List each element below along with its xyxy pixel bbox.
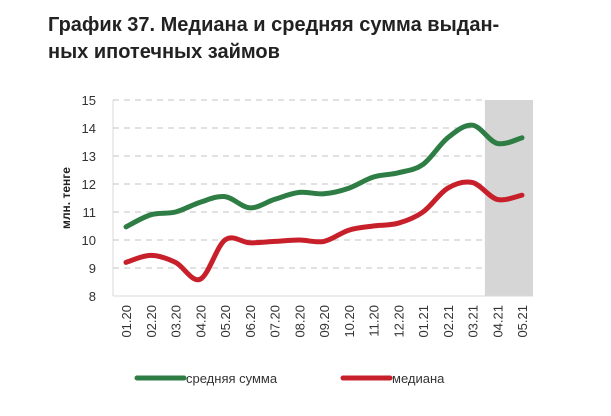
x-tick-label: 03.21 bbox=[466, 305, 481, 338]
y-tick-label: 9 bbox=[89, 261, 96, 276]
y-tick-label: 12 bbox=[82, 177, 96, 192]
x-tick-label: 05.21 bbox=[515, 305, 530, 338]
x-tick-label: 06.20 bbox=[243, 305, 258, 338]
y-tick-label: 14 bbox=[82, 121, 96, 136]
chart-title-line-1: График 37. Медиана и средняя сумма выдан… bbox=[48, 14, 500, 36]
x-tick-label: 04.20 bbox=[193, 305, 208, 338]
x-tick-label: 07.20 bbox=[268, 305, 283, 338]
x-tick-label: 04.21 bbox=[490, 305, 505, 338]
y-tick-label: 10 bbox=[82, 233, 96, 248]
x-tick-label: 08.20 bbox=[292, 305, 307, 338]
x-tick-label: 10.20 bbox=[342, 305, 357, 338]
chart-title-line-2: ных ипотечных займов bbox=[48, 41, 280, 63]
y-tick-label: 8 bbox=[89, 289, 96, 304]
x-tick-label: 05.20 bbox=[218, 305, 233, 338]
legend-label: медиана bbox=[392, 371, 445, 386]
x-tick-label: 03.20 bbox=[169, 305, 184, 338]
chart-title: График 37. Медиана и средняя сумма выдан… bbox=[48, 12, 568, 66]
x-tick-label: 01.20 bbox=[119, 305, 134, 338]
y-axis-label: млн. тенге bbox=[59, 167, 73, 229]
legend-label: средняя сумма bbox=[186, 371, 278, 386]
x-tick-label: 11.20 bbox=[367, 305, 382, 337]
x-tick-label: 09.20 bbox=[317, 305, 332, 338]
series-line-median bbox=[123, 179, 525, 283]
x-tick-label: 02.21 bbox=[441, 305, 456, 338]
x-tick-label: 12.20 bbox=[391, 305, 406, 338]
x-tick-label: 01.21 bbox=[416, 305, 431, 338]
y-tick-label: 15 bbox=[82, 93, 96, 108]
x-tick-label: 02.20 bbox=[144, 305, 159, 338]
y-tick-label: 11 bbox=[83, 205, 97, 220]
y-tick-label: 13 bbox=[82, 149, 96, 164]
